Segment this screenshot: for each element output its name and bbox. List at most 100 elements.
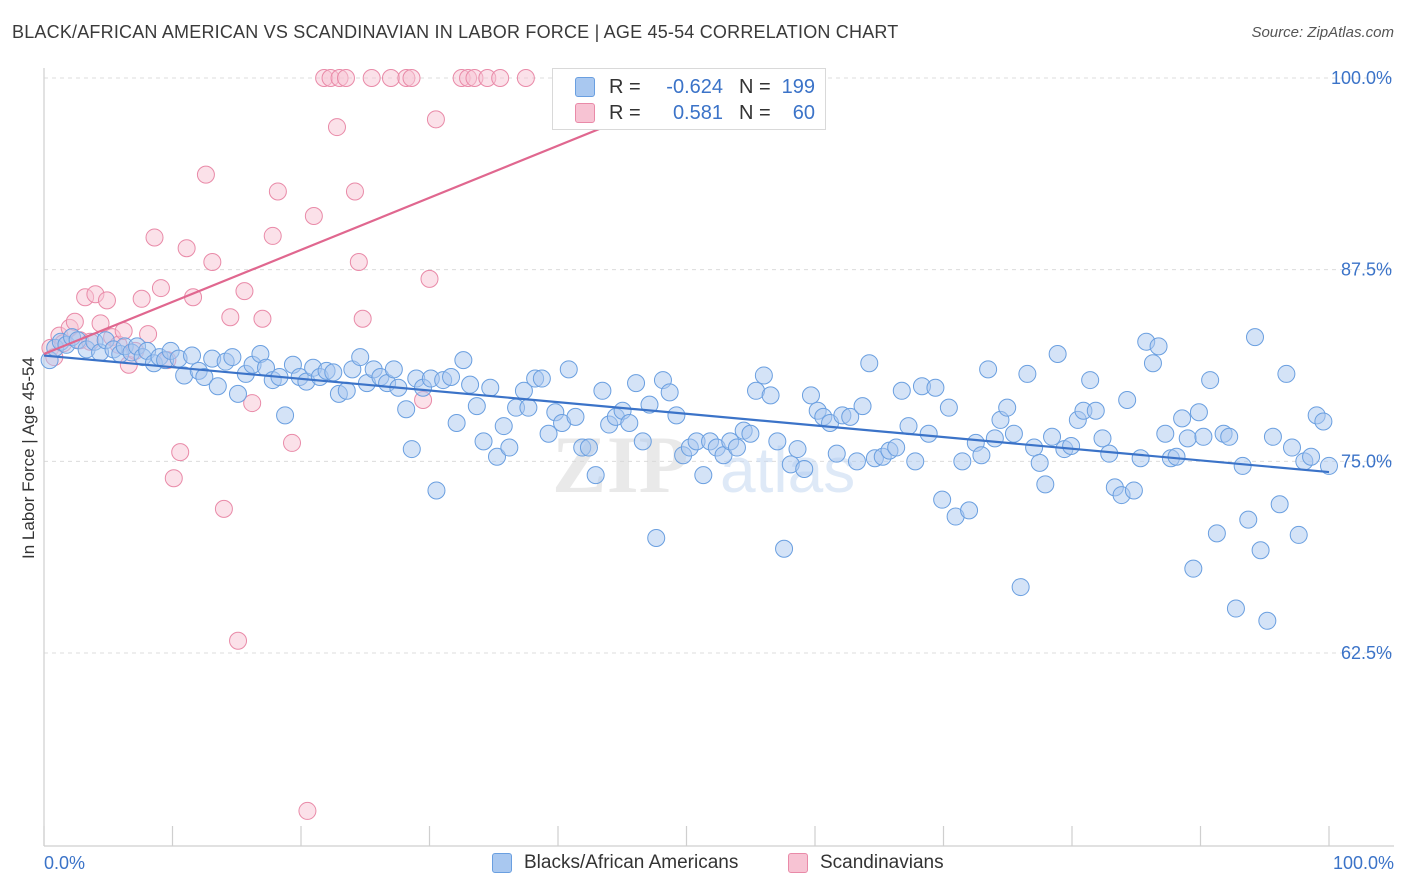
scandinavian-point — [362, 69, 381, 87]
black-african-american-point — [953, 452, 972, 471]
legend-row-blacks: R = -0.624 N = 199 — [575, 75, 815, 99]
legend-item-blacks[interactable]: Blacks/African Americans — [492, 852, 738, 874]
black-african-american-point — [939, 398, 958, 417]
legend-label: Blacks/African Americans — [524, 852, 739, 873]
black-african-american-point — [627, 374, 646, 393]
black-african-american-point — [1189, 403, 1208, 422]
x-tick-label: 0.0% — [44, 853, 85, 873]
black-african-american-point — [1258, 611, 1277, 630]
scandinavian-point — [203, 253, 222, 271]
black-african-american-point — [579, 438, 598, 457]
scandinavian-point — [97, 291, 116, 310]
n-value: 60 — [792, 101, 815, 124]
black-african-american-point — [1184, 559, 1203, 578]
correlation-legend: R = -0.624 N = 199 R = 0.581 N = 60 — [552, 68, 826, 130]
scandinavian-point — [243, 394, 262, 413]
black-african-american-point — [488, 447, 507, 466]
series-legend: Blacks/African Americans Scandinavians — [0, 852, 1406, 878]
blue-swatch-icon — [492, 853, 512, 873]
black-african-american-point — [768, 432, 787, 451]
black-african-american-point — [1207, 524, 1226, 543]
black-african-american-point — [899, 417, 918, 436]
black-african-american-point — [223, 348, 242, 367]
black-african-american-point — [1282, 438, 1301, 457]
black-african-american-point — [1011, 578, 1030, 597]
scandinavian-point — [145, 228, 164, 247]
black-african-american-point — [467, 397, 486, 416]
scandinavian-point — [402, 69, 421, 87]
scandinavian-point — [298, 801, 317, 820]
black-african-american-point — [985, 429, 1004, 448]
black-african-american-point — [208, 377, 227, 396]
black-african-american-point — [1143, 354, 1162, 373]
blacks-trend-line — [43, 354, 1330, 474]
black-african-american-point — [1086, 401, 1105, 420]
black-african-american-point — [1093, 429, 1112, 448]
black-african-american-point — [494, 417, 513, 436]
black-african-american-point — [1149, 337, 1168, 356]
black-african-american-point — [228, 384, 247, 403]
black-african-american-point — [853, 397, 872, 416]
black-african-american-point — [1320, 456, 1338, 475]
n-label: N = — [739, 75, 771, 98]
black-african-american-point — [727, 438, 746, 457]
black-african-american-point — [276, 406, 295, 425]
scandinavian-point — [177, 239, 196, 258]
blue-swatch-icon — [575, 77, 595, 97]
black-african-american-point — [447, 414, 466, 432]
black-african-american-point — [933, 490, 952, 509]
scandinavian-point — [214, 499, 233, 518]
black-african-american-point — [427, 481, 446, 500]
scandinavian-points — [41, 69, 535, 820]
black-african-american-point — [660, 383, 679, 402]
pink-swatch-icon — [788, 853, 808, 873]
black-african-american-point — [801, 386, 820, 405]
r-value: 0.581 — [672, 101, 723, 124]
n-label: N = — [739, 101, 771, 124]
scandinavian-point — [268, 182, 287, 201]
black-african-american-point — [1030, 453, 1049, 472]
black-african-american-point — [694, 466, 713, 485]
black-african-american-point — [1124, 481, 1143, 500]
black-african-american-point — [633, 432, 652, 451]
scandinavian-point — [283, 433, 302, 452]
legend-row-scandinavians: R = 0.581 N = 60 — [575, 101, 815, 125]
pink-swatch-icon — [575, 103, 595, 123]
black-african-american-point — [919, 424, 938, 443]
legend-item-scandinavians[interactable]: Scandinavians — [788, 852, 944, 874]
scandinavian-point — [516, 69, 535, 87]
black-african-american-point — [1036, 475, 1055, 494]
black-african-american-point — [402, 440, 421, 459]
y-tick-label: 100.0% — [1331, 68, 1392, 88]
black-african-american-point — [461, 375, 480, 394]
black-african-american-point — [324, 363, 343, 382]
black-african-american-point — [775, 539, 794, 558]
black-african-american-point — [539, 424, 558, 443]
scandinavian-point — [171, 443, 190, 462]
black-african-american-point — [351, 348, 370, 367]
n-value: 199 — [781, 75, 815, 98]
r-value: -0.624 — [666, 75, 723, 98]
black-african-american-point — [566, 407, 585, 426]
scandinavian-point — [132, 289, 151, 308]
black-african-american-point — [1131, 449, 1150, 468]
black-african-american-point — [384, 360, 403, 379]
scandinavian-point — [336, 69, 355, 87]
black-african-american-point — [586, 466, 605, 485]
scandinavian-point — [420, 269, 439, 288]
y-tick-label: 75.0% — [1341, 451, 1392, 471]
y-axis-title: In Labor Force | Age 45-54 — [19, 357, 38, 559]
black-african-american-point — [754, 366, 773, 385]
black-african-american-point — [1226, 599, 1245, 618]
black-african-american-point — [1289, 525, 1308, 544]
black-african-american-point — [454, 351, 473, 370]
black-african-american-point — [1118, 391, 1137, 409]
black-african-american-point — [195, 368, 214, 386]
black-african-american-point — [559, 360, 578, 379]
scandinavian-point — [164, 469, 183, 488]
black-african-american-point — [972, 446, 991, 465]
scandinavian-point — [263, 226, 282, 245]
black-african-american-point — [926, 378, 945, 397]
black-african-american-point — [474, 432, 493, 451]
